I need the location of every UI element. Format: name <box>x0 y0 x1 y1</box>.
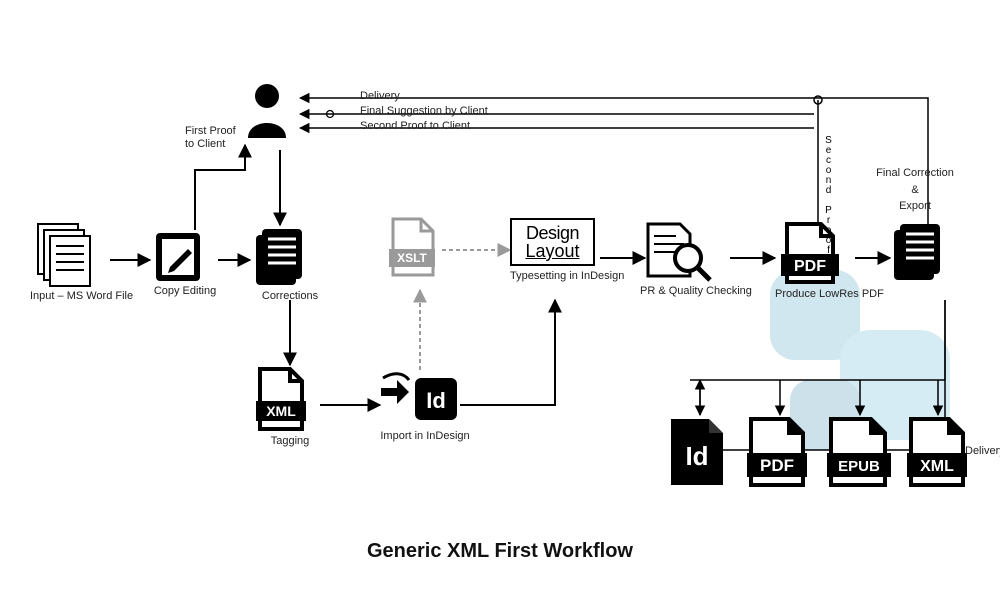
node-importid: Id Import in InDesign <box>375 370 475 442</box>
node-out-xml: XML <box>905 415 970 495</box>
stack-docs-icon <box>30 220 100 290</box>
svg-text:PDF: PDF <box>760 456 794 475</box>
svg-text:EPUB: EPUB <box>838 458 880 475</box>
node-xslt: XSLT <box>385 215 445 280</box>
svg-text:XML: XML <box>920 458 954 475</box>
label-delivery: Delivery <box>360 90 400 102</box>
pdf-out-icon: PDF <box>745 415 810 490</box>
label-delivery2: Delivery <box>965 445 1000 457</box>
label-importid: Import in InDesign <box>375 430 475 442</box>
node-client <box>240 80 310 140</box>
node-out-epub: EPUB <box>825 415 893 495</box>
node-pdf: PDF Produce LowRes PDF <box>775 220 865 300</box>
node-final <box>890 222 960 284</box>
label-xml: Tagging <box>250 435 330 447</box>
label-final-correction: Final Correction&Export <box>870 165 960 215</box>
svg-text:Id: Id <box>685 441 708 471</box>
node-copyedit: Copy Editing <box>150 225 220 297</box>
pencil-doc-icon <box>150 225 210 285</box>
svg-text:Id: Id <box>426 388 446 413</box>
lines-docs-icon <box>250 225 310 290</box>
node-corrections: Corrections <box>250 225 330 302</box>
xml-file-icon: XML <box>250 365 310 435</box>
label-first-proof: First Proofto Client <box>185 125 245 151</box>
label-design: Typesetting in InDesign <box>510 270 605 282</box>
lines-docs-icon <box>890 222 948 284</box>
svg-text:PDF: PDF <box>794 258 826 275</box>
label-pr: PR & Quality Checking <box>640 285 740 297</box>
label-copyedit: Copy Editing <box>150 285 220 297</box>
label-pdf: Produce LowRes PDF <box>775 288 865 300</box>
import-id-icon: Id <box>375 370 460 430</box>
magnify-doc-icon <box>640 220 715 285</box>
xslt-file-icon: XSLT <box>385 215 440 280</box>
label-final-suggestion: Final Suggestion by Client <box>360 105 488 117</box>
person-icon <box>240 80 295 140</box>
svg-text:XSLT: XSLT <box>397 251 427 265</box>
node-xml: XML Tagging <box>250 365 330 447</box>
svg-text:XML: XML <box>266 403 296 419</box>
label-input: Input – MS Word File <box>30 290 120 302</box>
xml-out-icon: XML <box>905 415 970 490</box>
workflow-diagram: Input – MS Word File Copy Editing First … <box>0 0 1000 600</box>
label-second-proof: Second Proof <box>823 135 845 255</box>
node-pr: PR & Quality Checking <box>640 220 740 297</box>
node-input: Input – MS Word File <box>30 220 120 302</box>
diagram-title: Generic XML First Workflow <box>0 540 1000 563</box>
node-out-id: Id <box>665 415 730 495</box>
node-out-pdf: PDF <box>745 415 810 495</box>
design-layout-icon: Design Layout <box>510 218 595 266</box>
epub-out-icon: EPUB <box>825 415 893 490</box>
id-file-icon: Id <box>665 415 730 490</box>
node-design: Design Layout Typesetting in InDesign <box>510 218 605 282</box>
label-corrections: Corrections <box>250 290 330 302</box>
label-second-proof-client: Second Proof to Client <box>360 120 470 132</box>
